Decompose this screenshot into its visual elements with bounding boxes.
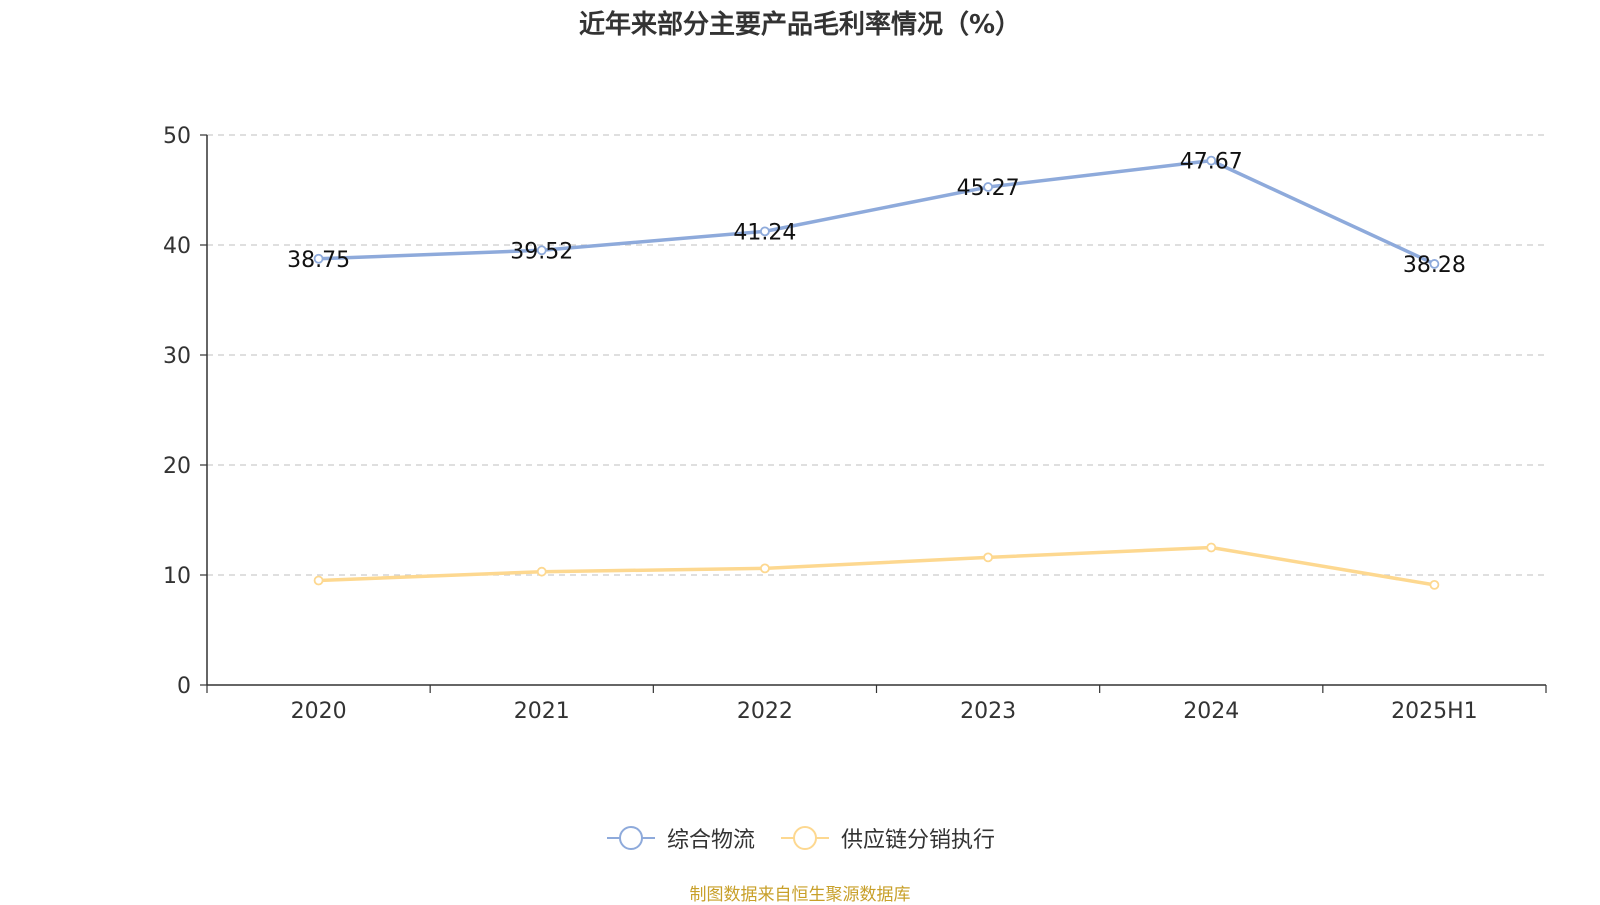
legend: 综合物流 供应链分销执行 — [0, 822, 1600, 854]
axes: 0 10 20 30 40 50 2020 2021 2022 2023 2024 2025H1 — [163, 124, 1547, 724]
y-tick-label: 40 — [163, 234, 191, 259]
data-point-series-2 — [313, 575, 324, 586]
data-point-series-2 — [1429, 580, 1440, 590]
data-point-series-1 — [536, 245, 547, 256]
chart-title: 近年来部分主要产品毛利率情况（%） — [578, 10, 1022, 40]
series-lines — [313, 155, 1440, 590]
y-tick-label: 20 — [163, 454, 191, 479]
data-label: 45.27 — [957, 176, 1020, 201]
data-point-series-1 — [313, 253, 324, 264]
data-point-series-1 — [1206, 155, 1217, 166]
data-point-series-1 — [760, 226, 770, 237]
data-labels: 38.75 39.52 41.24 45.27 47.67 38.28 — [287, 150, 1466, 278]
legend-label-series-1: 综合物流 — [666, 828, 755, 853]
data-label: 47.67 — [1180, 150, 1243, 175]
series-line-1 — [316, 158, 1437, 266]
x-tick-label: 2020 — [291, 699, 347, 724]
gridlines — [207, 134, 1546, 576]
data-point-series-1 — [1429, 259, 1440, 269]
y-tick-label: 50 — [163, 124, 191, 149]
data-label: 41.24 — [733, 220, 796, 245]
x-tick-label: 2023 — [960, 699, 1016, 724]
x-tick-label: 2021 — [514, 699, 570, 724]
data-point-series-2 — [536, 566, 547, 577]
legend-marker-icon — [781, 826, 829, 850]
x-tick-label: 2024 — [1183, 699, 1239, 724]
data-label: 39.52 — [510, 239, 573, 264]
x-tick-label: 2022 — [737, 699, 793, 724]
data-point-series-2 — [983, 552, 993, 563]
y-tick-label: 10 — [163, 564, 191, 589]
legend-item-series-2[interactable]: 供应链分销执行 — [779, 822, 995, 854]
data-point-series-1 — [983, 182, 993, 192]
data-point-series-2 — [1206, 542, 1217, 553]
y-tick-label: 0 — [177, 674, 191, 699]
data-point-series-2 — [760, 563, 770, 574]
legend-marker-icon — [606, 826, 655, 850]
x-tick-label: 2025H1 — [1391, 699, 1478, 724]
legend-label-series-2: 供应链分销执行 — [841, 828, 996, 853]
legend-item-series-1[interactable]: 综合物流 — [605, 822, 755, 854]
data-label: 38.28 — [1403, 253, 1466, 278]
y-tick-label: 30 — [163, 344, 191, 369]
source-note: 制图数据来自恒生聚源数据库 — [689, 885, 911, 905]
data-label: 38.75 — [287, 248, 350, 273]
series-line-2 — [316, 545, 1437, 587]
